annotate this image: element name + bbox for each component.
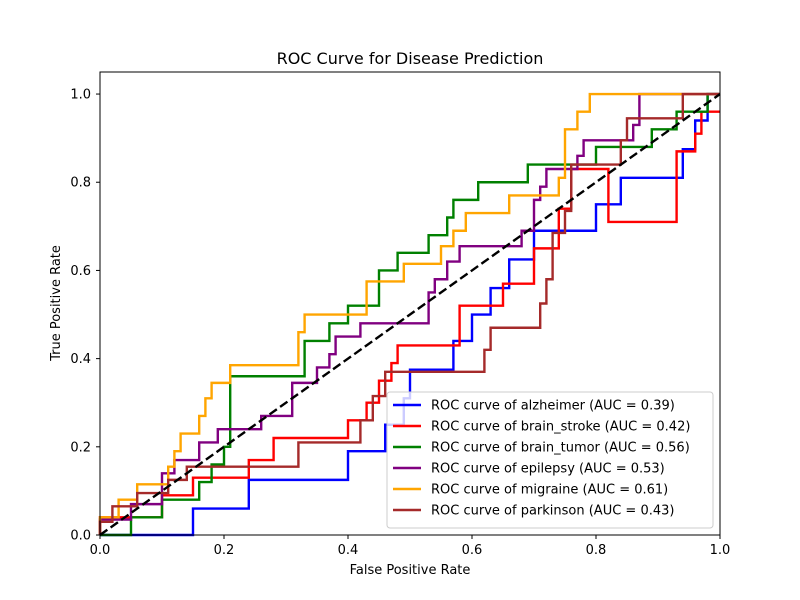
roc-series-line-4 [98,92,720,535]
legend-entry-label: ROC curve of parkinson (AUC = 0.43) [431,504,674,519]
y-tick-label: 1.0 [70,88,91,103]
axes-frame [99,71,721,536]
x-axis-label: False Positive Rate [350,563,471,578]
y-tick-label: 0.8 [70,176,91,191]
x-tick-label: 0.0 [90,543,111,558]
y-tick-label: 0.4 [70,352,91,367]
roc-series-line-0 [100,92,720,537]
x-axis-ticks: 0.0 0.2 0.4 0.6 0.8 1.0 [90,535,731,558]
roc-series-line-2 [100,92,720,537]
x-tick-label: 0.4 [338,543,359,558]
legend: ROC curve of alzheimer (AUC = 0.39) ROC c… [386,391,714,529]
x-tick-label: 0.6 [462,543,483,558]
chance-diagonal-line [99,93,721,536]
roc-series-line-5 [98,92,720,535]
legend-entry-label: ROC curve of brain_tumor (AUC = 0.56) [431,441,690,456]
y-tick-label: 0.6 [70,264,91,279]
legend-box [386,391,714,529]
y-axis-label: True Positive Rate [49,245,64,362]
legend-entry-label: ROC curve of epilepsy (AUC = 0.53) [431,462,665,477]
y-tick-label: 0.2 [70,440,91,455]
roc-series-line-1 [98,110,720,535]
x-tick-label: 0.2 [214,543,235,558]
y-tick-label: 0.0 [70,529,91,544]
legend-entry-label: ROC curve of brain_stroke (AUC = 0.42) [431,420,690,435]
y-axis-ticks: 0.0 0.2 0.4 0.6 0.8 1.0 [70,88,100,544]
legend-entry-label: ROC curve of migraine (AUC = 0.61) [431,483,668,498]
plot-area [98,71,721,537]
chart-title: ROC Curve for Disease Prediction [277,49,544,68]
x-tick-label: 0.8 [586,543,607,558]
x-tick-label: 1.0 [710,543,731,558]
roc-series-line-3 [98,92,720,535]
legend-entry-label: ROC curve of alzheimer (AUC = 0.39) [431,399,675,414]
